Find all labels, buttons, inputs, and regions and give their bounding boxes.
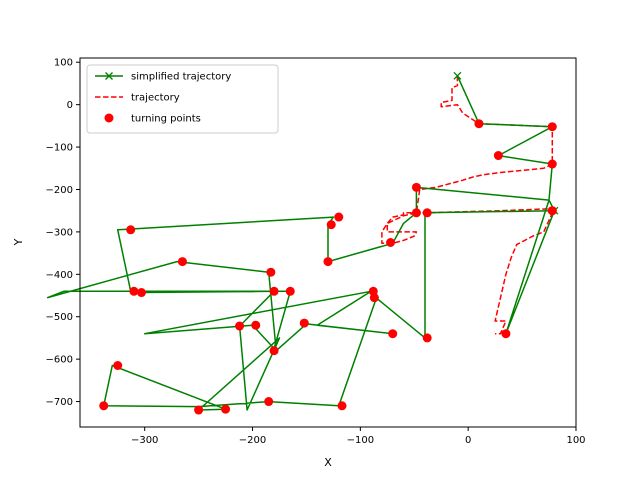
turning-point <box>136 288 146 298</box>
turning-point <box>547 206 557 216</box>
legend-marker <box>104 113 114 123</box>
turning-point <box>251 320 261 330</box>
turning-point <box>326 220 336 230</box>
turning-point <box>129 286 139 296</box>
turning-point <box>369 293 379 303</box>
turning-point <box>493 151 503 161</box>
turning-point <box>422 333 432 343</box>
legend: simplified trajectory trajectory turning p… <box>86 64 279 134</box>
turning-point <box>337 401 347 411</box>
y-tick-label: 100 <box>54 58 73 69</box>
turning-point <box>386 238 396 247</box>
turning-point <box>388 329 398 339</box>
legend-box <box>86 64 279 134</box>
turning-point <box>411 182 421 192</box>
turning-point <box>334 212 344 222</box>
turning-point <box>501 329 511 339</box>
turning-point <box>299 318 309 328</box>
turning-point <box>99 401 109 411</box>
x-tick-label: 100 <box>566 435 585 446</box>
turning-point <box>422 208 432 218</box>
ticks-layer: −300 −200 −100 0 100 100 0 −100 −200 −300 −400 −500… <box>46 58 586 446</box>
turning-point <box>474 119 484 129</box>
y-tick-label: −300 <box>46 227 73 238</box>
x-axis-label: X <box>324 456 332 469</box>
turning-point <box>264 397 274 407</box>
simplified-trajectory-marker <box>453 71 462 80</box>
y-tick-label: −200 <box>46 185 73 196</box>
turning-point <box>323 257 333 267</box>
y-tick-label: −700 <box>46 397 73 408</box>
turning-point <box>235 321 245 331</box>
y-tick-label: −400 <box>46 270 73 281</box>
turning-point <box>221 404 231 414</box>
legend-entry: turning points <box>104 113 201 125</box>
y-tick-label: −500 <box>46 312 73 323</box>
turning-point <box>547 122 557 132</box>
x-tick-label: −200 <box>239 435 266 446</box>
y-axis-label: Y <box>12 238 25 246</box>
legend-entry: trajectory <box>95 93 180 104</box>
turning-point <box>411 208 421 218</box>
turning-point <box>547 159 557 169</box>
y-tick-label: −600 <box>46 355 73 366</box>
legend-label: simplified trajectory <box>131 72 231 83</box>
x-tick-label: −300 <box>131 435 158 446</box>
legend-label: trajectory <box>131 93 180 104</box>
turning-point <box>269 286 279 296</box>
y-tick-label: 0 <box>67 100 73 111</box>
turning-point <box>194 405 204 415</box>
legend-label: turning points <box>131 114 201 125</box>
legend-marker <box>105 72 113 80</box>
y-tick-label: −100 <box>46 143 73 154</box>
turning-point <box>285 286 295 296</box>
turning-point <box>126 225 136 235</box>
turning-point <box>113 361 123 370</box>
turning-point <box>269 346 279 356</box>
series-layer <box>46 71 559 415</box>
x-tick-label: −100 <box>347 435 374 446</box>
turning-point <box>266 267 276 277</box>
turning-point <box>177 257 187 267</box>
x-tick-label: 0 <box>465 435 471 446</box>
legend-entry: simplified trajectory <box>95 72 231 83</box>
plot-frame <box>79 57 577 428</box>
